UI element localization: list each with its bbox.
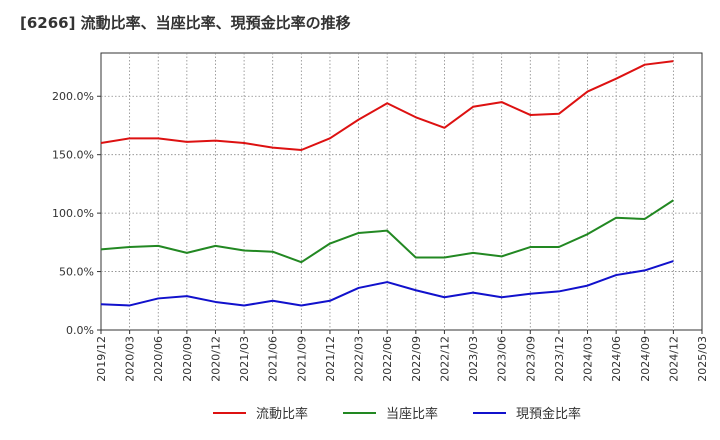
x-tick-label: 2023/06 [496,336,509,382]
plot-frame [100,52,703,331]
x-tick-label: 2022/06 [381,336,394,382]
x-tick-label: 2021/12 [324,336,337,382]
y-tick-label: 100.0% [52,207,94,220]
x-tick-label: 2019/12 [95,336,108,382]
x-tick-label: 2020/06 [152,336,165,382]
x-tick-label: 2021/09 [295,336,308,382]
series-line-2 [100,199,674,264]
chart-title: [6266] 流動比率、当座比率、現預金比率の推移 [20,14,351,32]
x-tick-label: 2020/12 [209,336,222,382]
x-tick-label: 2025/03 [696,336,709,382]
x-tick-label: 2021/03 [238,336,251,382]
legend-layer: 流動比率 当座比率 現預金比率 [213,406,581,422]
x-tick-label: 2024/06 [610,336,623,382]
x-tick-label: 2024/12 [667,336,680,382]
x-tick-label: 2020/09 [181,336,194,382]
x-tick-label: 2024/09 [639,336,652,382]
legend-label-1: 流動比率 [256,406,308,422]
x-tick-label: 2023/03 [467,336,480,382]
series-line-1 [100,60,674,152]
y-tick-label: 150.0% [52,149,94,162]
series-layer [100,60,674,307]
legend-label-2: 当座比率 [386,406,438,422]
axis-layer: 0.0% 50.0% 100.0% 150.0% 200.0% 2019/12 2020/0… [52,90,709,381]
series-line-3 [100,260,674,307]
grid-layer [100,52,703,331]
x-tick-label: 2020/03 [124,336,137,382]
y-tick-label: 0.0% [66,324,94,337]
legend-label-3: 現預金比率 [516,406,581,422]
x-tick-label: 2023/12 [553,336,566,382]
x-tick-label: 2022/12 [438,336,451,382]
x-tick-label: 2021/06 [267,336,280,382]
x-tick-label: 2022/03 [353,336,366,382]
y-tick-label: 200.0% [52,90,94,103]
x-tick-label: 2022/09 [410,336,423,382]
x-tick-label: 2023/09 [524,336,537,382]
y-tick-label: 50.0% [59,266,94,279]
x-tick-label: 2024/03 [582,336,595,382]
